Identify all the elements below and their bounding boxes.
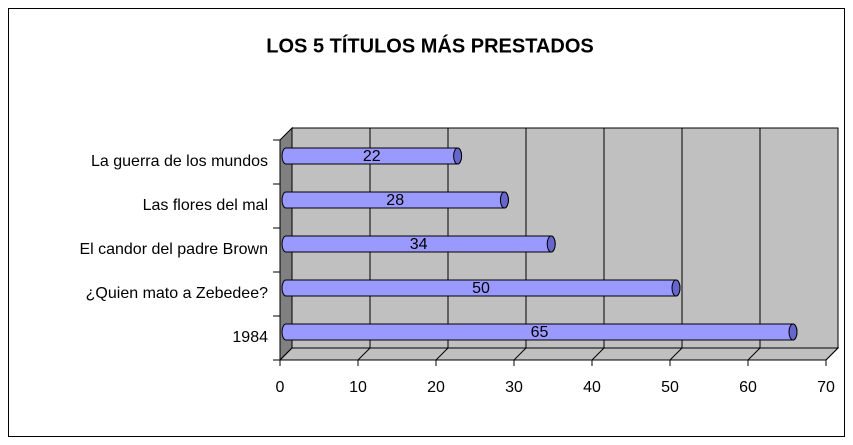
y-tick-label: El candor del padre Brown bbox=[79, 241, 268, 258]
floor-grid-line bbox=[357, 347, 371, 361]
floor-grid-line bbox=[825, 347, 839, 361]
x-tick-label: 30 bbox=[505, 379, 523, 396]
floor-grid-line bbox=[435, 347, 449, 361]
bar bbox=[281, 147, 463, 165]
x-tick-label: 20 bbox=[427, 379, 445, 396]
data-label: 22 bbox=[363, 148, 381, 165]
x-tick-label: 70 bbox=[817, 379, 835, 396]
floor-grid-line bbox=[279, 347, 293, 361]
data-label: 28 bbox=[386, 192, 404, 209]
x-tick-label: 50 bbox=[661, 379, 679, 396]
y-tick-label: Las flores del mal bbox=[143, 197, 268, 214]
data-label: 34 bbox=[410, 236, 428, 253]
floor-grid-line bbox=[591, 347, 605, 361]
bar-cap bbox=[546, 235, 556, 253]
bar bbox=[281, 235, 556, 253]
floor-grid-line bbox=[669, 347, 683, 361]
bar-cap bbox=[671, 279, 681, 297]
data-label: 50 bbox=[472, 280, 490, 297]
x-tick-label: 0 bbox=[276, 379, 285, 396]
floor-grid-line bbox=[747, 347, 761, 361]
chart-title: LOS 5 TÍTULOS MÁS PRESTADOS bbox=[266, 34, 593, 57]
y-tick-label: ¿Quien mato a Zebedee? bbox=[86, 285, 268, 302]
y-tick-label: 1984 bbox=[232, 329, 268, 346]
floor-grid-line bbox=[513, 347, 527, 361]
x-tick-label: 40 bbox=[583, 379, 601, 396]
bar bbox=[281, 279, 681, 297]
bar bbox=[281, 191, 509, 209]
data-label: 65 bbox=[531, 324, 549, 341]
x-tick-label: 10 bbox=[349, 379, 367, 396]
bar-cap bbox=[788, 323, 798, 341]
bar-cap bbox=[453, 147, 463, 165]
y-tick-label: La guerra de los mundos bbox=[91, 153, 268, 170]
bar-cap bbox=[499, 191, 509, 209]
x-tick-label: 60 bbox=[739, 379, 757, 396]
bar bbox=[281, 323, 798, 341]
